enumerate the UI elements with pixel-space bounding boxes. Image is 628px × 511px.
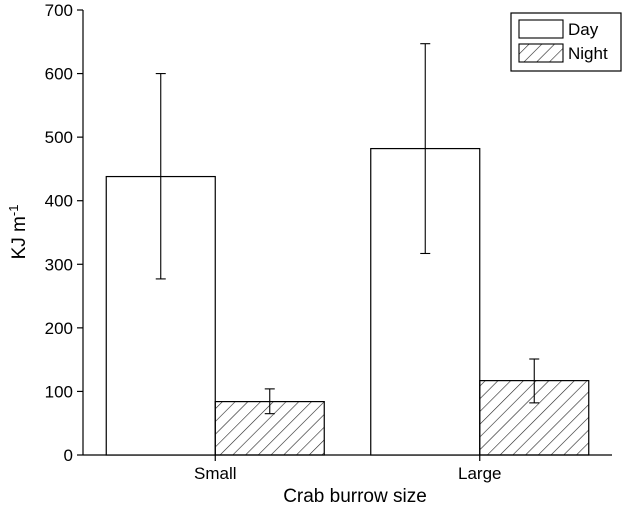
legend-swatch-day <box>518 19 564 39</box>
y-tick-label: 200 <box>45 319 73 338</box>
y-axis-label-superscript: -1 <box>6 205 21 217</box>
plot-area <box>82 10 612 456</box>
x-axis-label: Crab burrow size <box>283 486 427 507</box>
x-tick-label-large: Large <box>458 464 501 483</box>
bar-night-small <box>214 401 325 456</box>
y-tick-label: 400 <box>45 192 73 211</box>
x-axis-ticks: Small Large <box>194 455 501 483</box>
legend-label-day: Day <box>568 20 599 39</box>
legend: Day Night <box>510 12 622 72</box>
y-axis-label-main: KJ m <box>9 216 30 259</box>
y-tick-label: 100 <box>45 382 73 401</box>
y-axis-label: KJ m-1 <box>6 205 30 260</box>
y-tick-label: 700 <box>45 1 73 20</box>
y-tick-label: 600 <box>45 65 73 84</box>
legend-label-night: Night <box>568 44 608 63</box>
legend-swatch-night <box>518 43 564 63</box>
y-tick-label: 300 <box>45 255 73 274</box>
y-tick-label: 0 <box>64 446 73 465</box>
y-axis-ticks: 0 100 200 300 400 500 600 700 <box>45 1 83 465</box>
x-tick-label-small: Small <box>194 464 237 483</box>
y-tick-label: 500 <box>45 128 73 147</box>
